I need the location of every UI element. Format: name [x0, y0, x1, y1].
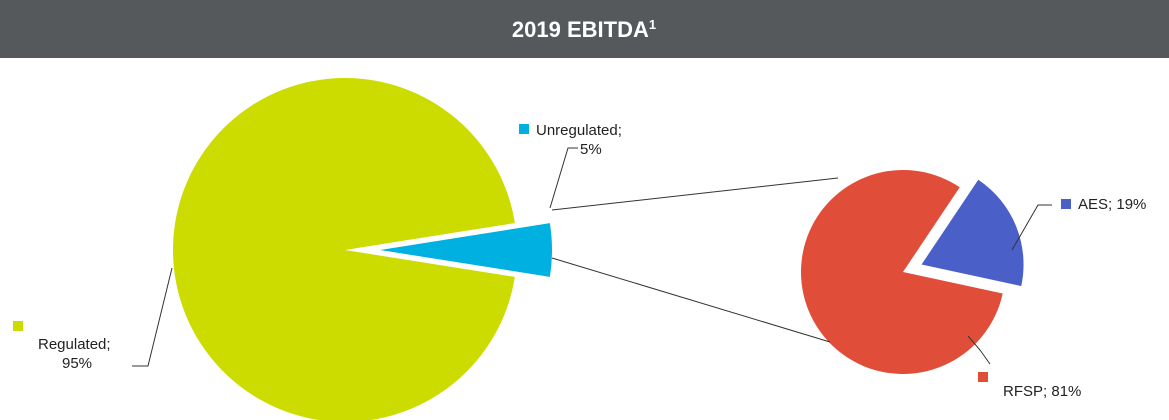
- title-note: 1: [649, 17, 656, 32]
- header-bar: [0, 0, 1169, 58]
- pie-slice: [172, 78, 515, 420]
- legend-swatch: [1061, 199, 1071, 209]
- label: AES; 19%: [1078, 196, 1146, 213]
- legend-swatch: [978, 372, 988, 382]
- leader-line: [132, 267, 173, 367]
- pie-slice: [801, 169, 1003, 375]
- label-value: 5%: [580, 141, 602, 158]
- title-text: 2019 EBITDA: [512, 17, 649, 42]
- leader-line: [549, 147, 578, 209]
- label-value: 95%: [62, 355, 92, 372]
- pie-slice: [921, 179, 1024, 287]
- label-value: 19%: [1116, 196, 1146, 213]
- connector: [551, 177, 839, 211]
- label: RFSP; 81%: [1003, 383, 1081, 400]
- label-category: Unregulated;: [536, 122, 622, 139]
- leader-line: [967, 335, 991, 365]
- pie-slice: [380, 223, 552, 277]
- chart-title: 2019 EBITDA1: [512, 17, 656, 42]
- pies: [172, 78, 1024, 420]
- label-category: AES;: [1078, 196, 1112, 213]
- label-category: Regulated;: [38, 336, 111, 353]
- legend-swatch: [519, 124, 529, 134]
- connector: [551, 257, 831, 343]
- label-category: RFSP;: [1003, 383, 1047, 400]
- legend-swatch: [13, 321, 23, 331]
- label-value: 81%: [1051, 383, 1081, 400]
- leader-line: [1011, 204, 1052, 251]
